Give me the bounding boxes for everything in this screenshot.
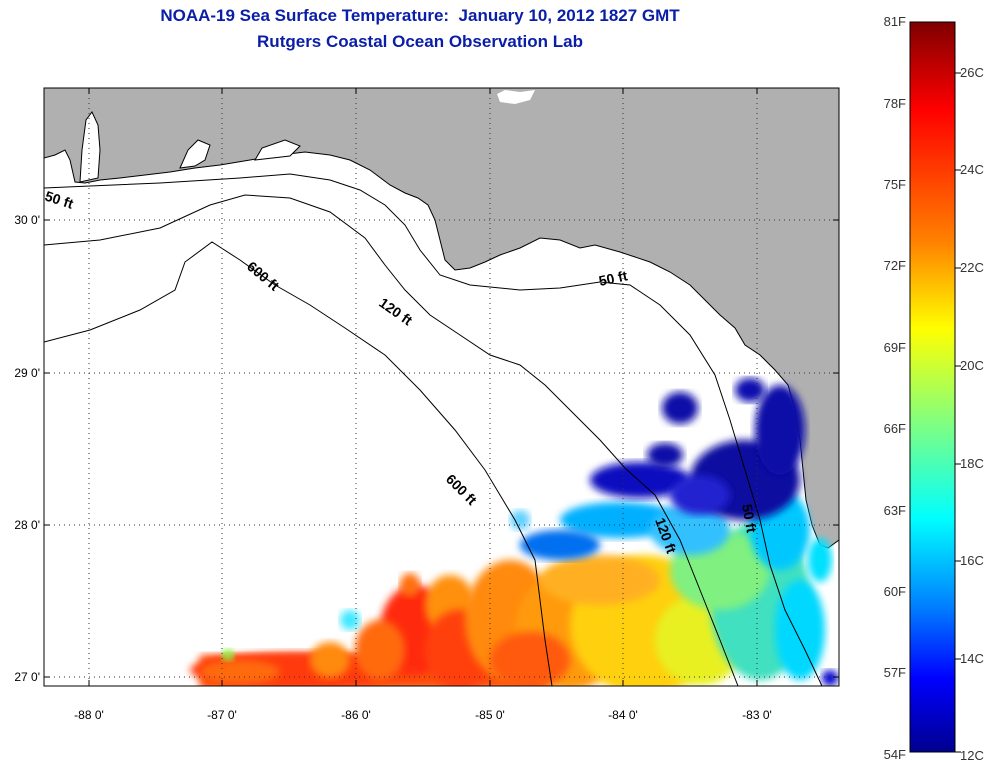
- cbar-c-16: 16C: [960, 553, 984, 568]
- lon-label-88: -88 0': [74, 708, 104, 722]
- lon-label-87: -87 0': [207, 708, 237, 722]
- lon-label-86: -86 0': [341, 708, 371, 722]
- axis-ticks: [44, 88, 839, 686]
- map-title: NOAA-19 Sea Surface Temperature: January…: [160, 6, 680, 25]
- cbar-f-78: 78F: [884, 96, 906, 111]
- cbar-f-63: 63F: [884, 503, 906, 518]
- cbar-c-14: 14C: [960, 651, 984, 666]
- cbar-f-54: 54F: [884, 747, 906, 762]
- contour-50ft: [44, 173, 823, 686]
- cbar-f-72: 72F: [884, 258, 906, 273]
- cbar-f-66: 66F: [884, 421, 906, 436]
- lake-white: [497, 90, 535, 104]
- lat-label-30: 30 0': [14, 213, 40, 227]
- colorbar-f-labels: 81F 78F 75F 72F 69F 66F 63F 60F 57F 54F: [884, 14, 906, 762]
- mobile-bay: [79, 111, 101, 183]
- cbar-f-81: 81F: [884, 14, 906, 29]
- map-subtitle: Rutgers Coastal Ocean Observation Lab: [257, 32, 583, 51]
- cbar-f-69: 69F: [884, 340, 906, 355]
- cbar-c-12: 12C: [960, 748, 984, 763]
- cbar-f-57: 57F: [884, 665, 906, 680]
- cbar-f-60: 60F: [884, 584, 906, 599]
- contour-600ft: [44, 241, 553, 686]
- pensacola-bay: [179, 139, 211, 169]
- sst-data-layer: [190, 378, 838, 686]
- lon-label-83: -83 0': [742, 708, 772, 722]
- lon-label-85: -85 0': [475, 708, 505, 722]
- colorbar-c-labels: 26C 24C 22C 20C 18C 16C 14C 12C: [960, 65, 984, 763]
- lon-label-84: -84 0': [608, 708, 638, 722]
- colorbar: [909, 21, 956, 753]
- lat-label-29: 29 0': [14, 366, 40, 380]
- lat-label-27: 27 0': [14, 670, 40, 684]
- cbar-c-24: 24C: [960, 162, 984, 177]
- cbar-c-20: 20C: [960, 358, 984, 373]
- cbar-f-75: 75F: [884, 177, 906, 192]
- cbar-c-22: 22C: [960, 260, 984, 275]
- contour-label-50ft-east: 50 ft: [597, 267, 629, 289]
- contour-120ft: [44, 194, 739, 686]
- map-frame: [43, 87, 840, 687]
- cbar-c-18: 18C: [960, 456, 984, 471]
- colorbar-ticks: [955, 72, 961, 753]
- contour-label-50ft-south: 50 ft: [739, 503, 760, 534]
- lat-label-28: 28 0': [14, 518, 40, 532]
- choctaw-bay: [254, 139, 301, 161]
- cbar-c-26: 26C: [960, 65, 984, 80]
- depth-contours: [44, 173, 823, 686]
